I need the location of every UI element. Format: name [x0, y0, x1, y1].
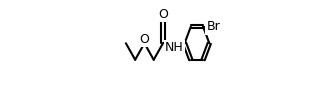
Text: Br: Br	[207, 20, 220, 33]
Text: O: O	[139, 33, 149, 46]
Text: O: O	[158, 8, 168, 21]
Text: NH: NH	[165, 41, 184, 54]
